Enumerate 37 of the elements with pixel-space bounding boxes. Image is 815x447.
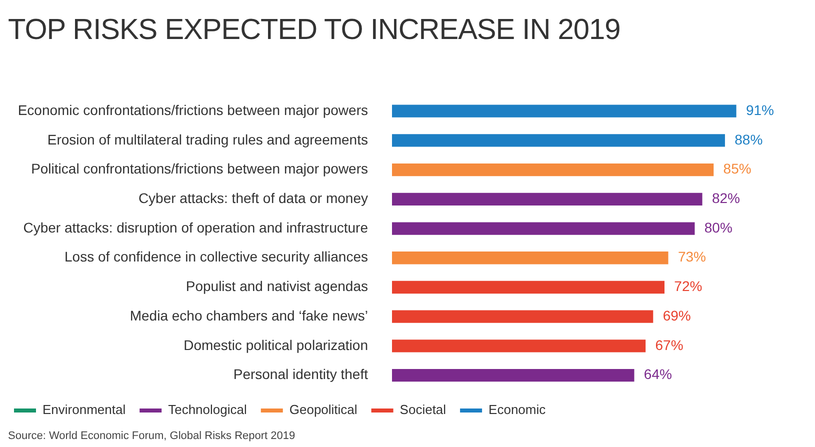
y-tick-label: Populist and nativist agendas xyxy=(186,278,368,294)
chart-title: TOP RISKS EXPECTED TO INCREASE IN 2019 xyxy=(8,14,620,47)
bar xyxy=(392,310,654,323)
bar xyxy=(392,280,664,294)
legend-label: Geopolitical xyxy=(289,402,358,418)
y-tick-label: Political confrontations/frictions between major powers xyxy=(31,160,368,177)
data-label: 67% xyxy=(655,336,684,353)
bar xyxy=(392,252,668,264)
bar xyxy=(392,134,725,147)
bar xyxy=(392,368,634,382)
bar xyxy=(392,340,646,352)
data-label: 91% xyxy=(746,102,774,118)
y-tick-label: Domestic political polarization xyxy=(184,336,368,353)
y-tick-label: Personal identity theft xyxy=(233,366,368,382)
legend-label: Technological xyxy=(168,402,247,418)
legend-label: Economic xyxy=(488,402,546,418)
bar xyxy=(392,163,714,176)
data-label: 64% xyxy=(644,366,672,382)
bar xyxy=(392,104,736,118)
data-label: 73% xyxy=(678,248,706,265)
data-label: 88% xyxy=(734,131,763,148)
source-note: Source: World Economic Forum, Global Risks Report 2019 xyxy=(8,430,296,442)
y-tick-label: Media echo chambers and ‘fake news’ xyxy=(130,307,368,324)
y-tick-label: Erosion of multilateral trading rules and agreements xyxy=(47,131,368,148)
data-label: 72% xyxy=(674,278,702,294)
y-tick-label: Cyber attacks: disruption of operation and infrastructure xyxy=(23,219,368,236)
data-label: 85% xyxy=(723,160,752,177)
y-tick-label: Loss of confidence in collective security alliances xyxy=(64,248,368,265)
bar xyxy=(392,222,695,235)
bar xyxy=(392,192,702,206)
y-tick-label: Cyber attacks: theft of data or money xyxy=(138,190,368,206)
y-tick-label: Economic confrontations/frictions between major powers xyxy=(18,102,368,118)
legend-label: Environmental xyxy=(42,402,126,418)
data-label: 69% xyxy=(662,307,691,324)
data-label: 80% xyxy=(704,219,732,236)
data-label: 82% xyxy=(712,190,740,206)
legend-label: Societal xyxy=(400,402,446,418)
